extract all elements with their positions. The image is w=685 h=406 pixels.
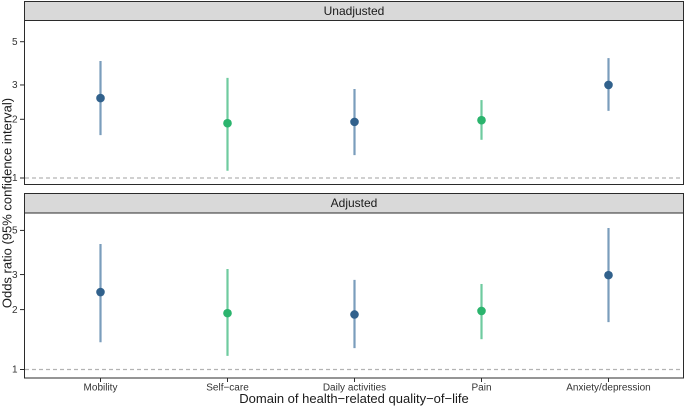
facet-strip-bg	[24, 193, 684, 214]
or-point	[477, 306, 486, 316]
y-tick-label: 1	[12, 173, 18, 184]
or-point	[223, 308, 232, 318]
y-tick-label: 2	[12, 114, 18, 125]
or-point	[477, 115, 486, 125]
or-point	[96, 287, 105, 297]
facet-strip-bg	[24, 1, 684, 21]
y-tick-label: 3	[12, 80, 18, 91]
y-axis-title: Odds ratio (95% confidence interval)	[0, 97, 15, 309]
or-point	[223, 118, 232, 128]
y-tick-label: 5	[12, 226, 18, 237]
x-tick-label: Anxiety/depression	[566, 383, 651, 394]
x-tick-label: Mobility	[84, 383, 118, 394]
or-point	[350, 310, 359, 319]
y-tick-label: 5	[12, 37, 18, 48]
y-tick-label: 1	[12, 365, 18, 376]
or-point	[604, 270, 613, 280]
y-tick-label: 3	[12, 270, 18, 281]
or-point	[96, 93, 105, 103]
or-point	[350, 117, 359, 127]
or-point	[604, 80, 613, 90]
y-tick-label: 2	[12, 305, 18, 316]
x-tick-label: Self−care	[206, 383, 249, 394]
x-tick-label: Daily activities	[323, 383, 386, 394]
x-tick-label: Pain	[471, 383, 491, 394]
x-axis-title: Domain of health−related quality−of−life	[239, 391, 469, 406]
